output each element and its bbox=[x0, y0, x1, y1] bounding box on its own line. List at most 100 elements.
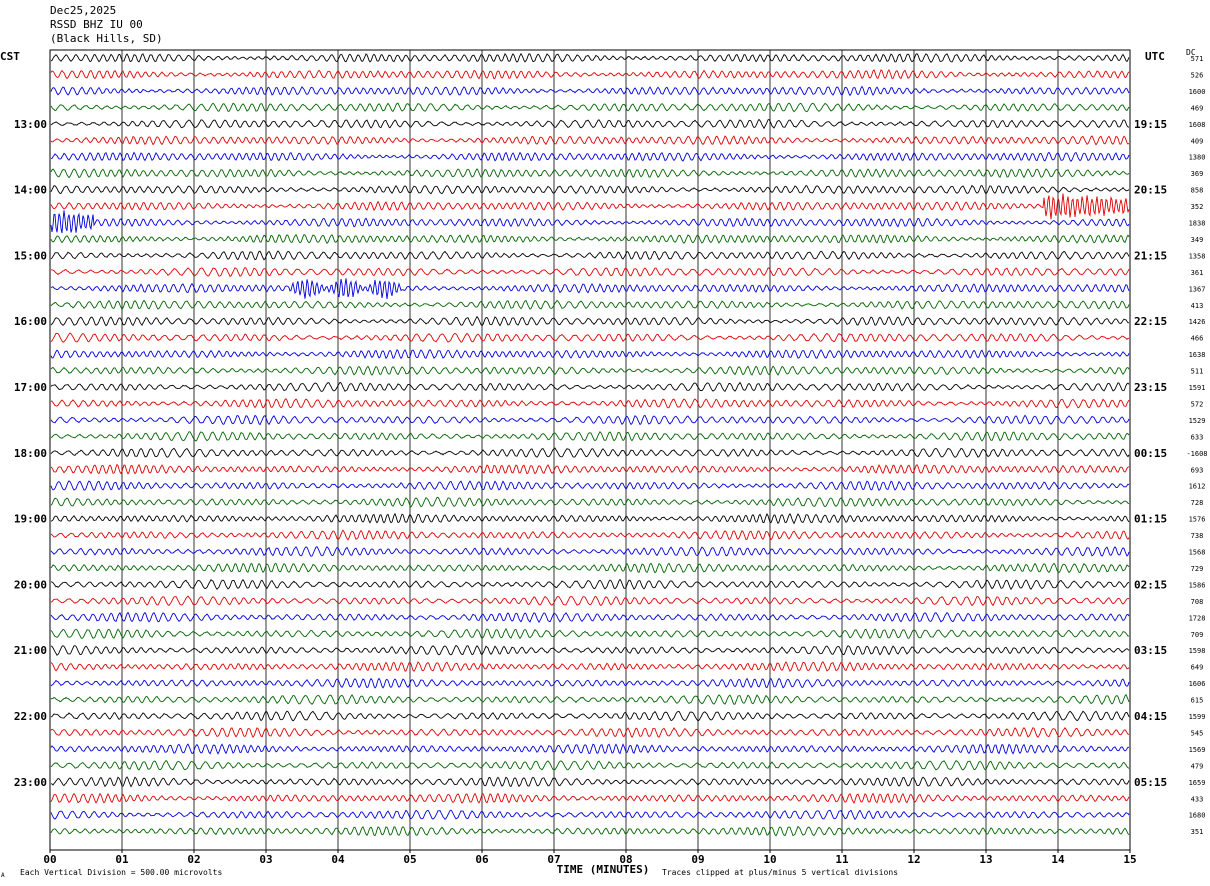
right-hour-label: 03:15 bbox=[1134, 644, 1167, 657]
trace-row bbox=[50, 184, 1130, 195]
dc-value: 729 bbox=[1191, 565, 1204, 573]
x-tick-label: 03 bbox=[259, 853, 272, 866]
date-label: Dec25,2025 bbox=[50, 4, 117, 17]
trace-row bbox=[50, 348, 1130, 360]
dc-value: 633 bbox=[1191, 433, 1204, 441]
trace-row bbox=[50, 332, 1130, 343]
trace-row bbox=[50, 496, 1130, 508]
dc-value: 572 bbox=[1191, 400, 1204, 408]
dc-value: 1426 bbox=[1189, 318, 1206, 326]
dc-value: 1608 bbox=[1189, 121, 1206, 129]
trace-row bbox=[50, 578, 1130, 591]
right-hour-label: 20:15 bbox=[1134, 184, 1167, 197]
dc-value: 433 bbox=[1191, 795, 1204, 803]
dc-value: 479 bbox=[1191, 762, 1204, 770]
left-timezone-label: CST bbox=[0, 50, 20, 63]
dc-value: 1838 bbox=[1189, 220, 1206, 228]
trace-row bbox=[50, 677, 1130, 689]
trace-row bbox=[50, 792, 1130, 804]
dc-value: 693 bbox=[1191, 466, 1204, 474]
trace-row bbox=[50, 628, 1130, 640]
trace-row bbox=[50, 611, 1130, 624]
x-tick-label: 05 bbox=[403, 853, 416, 866]
right-hour-label: 19:15 bbox=[1134, 118, 1167, 131]
x-axis-title: TIME (MINUTES) bbox=[557, 863, 650, 876]
dc-value: 413 bbox=[1191, 302, 1204, 310]
trace-row bbox=[50, 299, 1130, 311]
dc-value: 1638 bbox=[1189, 351, 1206, 359]
x-tick-label: 09 bbox=[691, 853, 704, 866]
trace-row bbox=[50, 776, 1130, 788]
trace-row bbox=[50, 463, 1130, 475]
dc-value: 545 bbox=[1191, 729, 1204, 737]
location-label: (Black Hills, SD) bbox=[50, 32, 163, 45]
scale-note: Each Vertical Division = 500.00 microvol… bbox=[20, 868, 223, 877]
dc-value: 709 bbox=[1191, 631, 1204, 639]
x-tick-label: 08 bbox=[619, 853, 632, 866]
x-tick-label: 15 bbox=[1123, 853, 1136, 866]
x-tick-label: 00 bbox=[43, 853, 56, 866]
plot-frame bbox=[49, 49, 1131, 851]
trace-row bbox=[50, 825, 1130, 837]
left-hour-label: 18:00 bbox=[14, 447, 47, 460]
dc-value: 1728 bbox=[1189, 614, 1206, 622]
left-hour-label: 22:00 bbox=[14, 710, 47, 723]
left-hour-label: 20:00 bbox=[14, 578, 47, 591]
trace-row bbox=[50, 250, 1130, 261]
dc-value: -1608 bbox=[1186, 450, 1207, 458]
trace-row bbox=[50, 743, 1130, 755]
trace-row bbox=[50, 431, 1130, 442]
dc-value: 1367 bbox=[1189, 285, 1206, 293]
left-hour-label: 13:00 bbox=[14, 118, 47, 131]
x-tick-label: 06 bbox=[475, 853, 489, 866]
dc-value: 1599 bbox=[1189, 713, 1206, 721]
dc-value: 466 bbox=[1191, 335, 1204, 343]
dc-label: DC bbox=[1186, 48, 1196, 57]
left-hour-label: 16:00 bbox=[14, 315, 47, 328]
x-tick-label: 01 bbox=[115, 853, 129, 866]
right-hour-label: 22:15 bbox=[1134, 315, 1167, 328]
dc-value: 1358 bbox=[1189, 252, 1206, 260]
trace-row bbox=[50, 193, 1130, 220]
trace-row bbox=[50, 118, 1130, 130]
left-hour-label: 17:00 bbox=[14, 381, 47, 394]
x-tick-label: 07 bbox=[547, 853, 560, 866]
left-hour-label: 19:00 bbox=[14, 513, 47, 526]
dc-value: 511 bbox=[1191, 368, 1204, 376]
dc-value: 649 bbox=[1191, 664, 1204, 672]
trace-row bbox=[50, 546, 1130, 557]
dc-value: 1576 bbox=[1189, 516, 1206, 524]
right-hour-label: 21:15 bbox=[1134, 249, 1167, 262]
x-tick-label: 04 bbox=[331, 853, 345, 866]
dc-value: 1586 bbox=[1189, 581, 1206, 589]
dc-value: 1591 bbox=[1189, 384, 1206, 392]
dc-value: 351 bbox=[1191, 828, 1204, 836]
x-tick-label: 02 bbox=[187, 853, 200, 866]
dc-value: 1598 bbox=[1189, 647, 1206, 655]
left-hour-label: 23:00 bbox=[14, 776, 47, 789]
trace-row bbox=[50, 693, 1130, 706]
dc-value: 615 bbox=[1191, 697, 1204, 705]
station-label: RSSD BHZ IU 00 bbox=[50, 18, 143, 31]
trace-row bbox=[50, 168, 1130, 179]
dc-value: 1569 bbox=[1189, 746, 1206, 754]
right-hour-label: 00:15 bbox=[1134, 447, 1167, 460]
trace-row bbox=[50, 562, 1130, 574]
dc-value: 728 bbox=[1191, 499, 1204, 507]
trace-row bbox=[50, 365, 1130, 376]
dc-value: 349 bbox=[1191, 236, 1204, 244]
trace-row bbox=[50, 710, 1130, 722]
corner-mark: A bbox=[1, 872, 5, 879]
dc-value: 369 bbox=[1191, 170, 1204, 178]
dc-value: 526 bbox=[1191, 71, 1204, 79]
trace-row bbox=[50, 210, 1130, 234]
trace-row bbox=[50, 480, 1130, 492]
left-hour-label: 14:00 bbox=[14, 184, 47, 197]
trace-row bbox=[50, 512, 1130, 525]
dc-value: 361 bbox=[1191, 269, 1204, 277]
dc-value: 352 bbox=[1191, 203, 1204, 211]
trace-row bbox=[50, 447, 1130, 458]
trace-row bbox=[50, 726, 1130, 739]
trace-row bbox=[50, 529, 1130, 541]
trace-row bbox=[50, 267, 1130, 277]
